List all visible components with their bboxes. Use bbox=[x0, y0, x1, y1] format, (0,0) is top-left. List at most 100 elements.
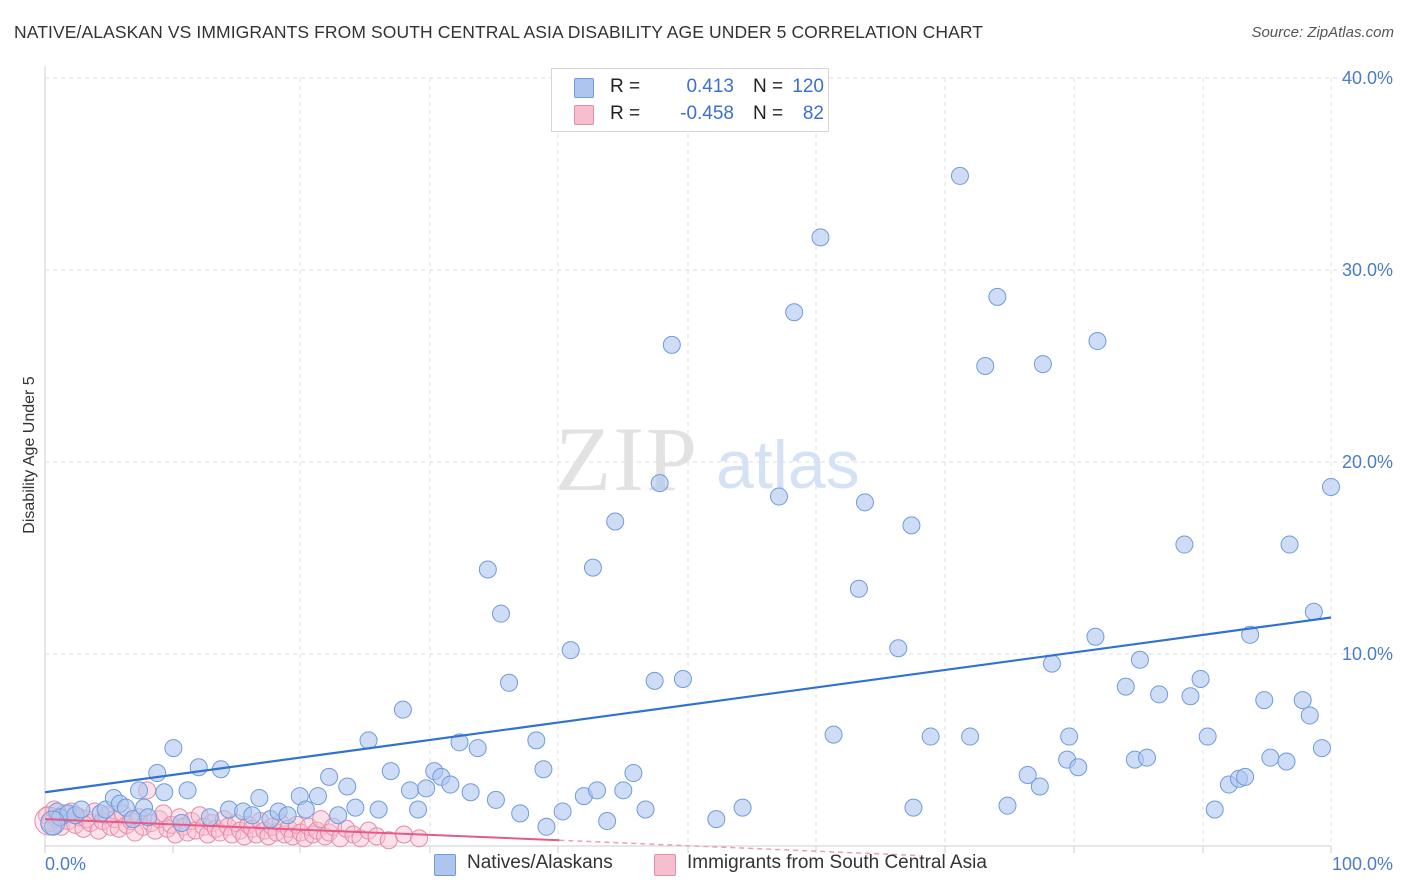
legend-swatch-immigrants bbox=[574, 105, 594, 125]
natives-point bbox=[614, 781, 633, 800]
natives-point bbox=[164, 739, 183, 758]
natives-point bbox=[707, 810, 726, 829]
chart-title: NATIVE/ALASKAN VS IMMIGRANTS FROM SOUTH … bbox=[14, 22, 984, 42]
natives-point bbox=[308, 787, 327, 806]
natives-point bbox=[824, 725, 843, 744]
natives-point bbox=[561, 641, 580, 660]
natives-point bbox=[733, 798, 752, 817]
natives-point bbox=[1137, 748, 1156, 767]
natives-point bbox=[1191, 669, 1210, 688]
natives-point bbox=[662, 335, 681, 354]
natives-point bbox=[1069, 758, 1088, 777]
natives-point bbox=[588, 781, 607, 800]
natives-point bbox=[296, 800, 315, 819]
natives-point bbox=[450, 733, 469, 752]
natives-point bbox=[72, 800, 91, 819]
immigrants-point bbox=[410, 829, 429, 848]
natives-point bbox=[1088, 332, 1107, 351]
natives-point bbox=[359, 731, 378, 750]
natives-point bbox=[417, 779, 436, 798]
natives-point bbox=[461, 783, 480, 802]
natives-point bbox=[486, 790, 505, 809]
natives-point bbox=[139, 808, 158, 827]
y-axis-label: Disability Age Under 5 bbox=[21, 376, 38, 534]
natives-point bbox=[988, 287, 1007, 306]
natives-point bbox=[1018, 765, 1037, 784]
legend-r-label: R = bbox=[610, 76, 641, 97]
natives-point bbox=[155, 783, 174, 802]
legend-n-label: N = bbox=[753, 76, 784, 97]
natives-point bbox=[1042, 654, 1061, 673]
natives-point bbox=[1205, 800, 1224, 819]
natives-point bbox=[598, 812, 617, 831]
natives-point bbox=[1130, 650, 1149, 669]
correlation-legend: R = 0.413 N = 120 R = -0.458 N = 82 bbox=[551, 68, 829, 132]
natives-point bbox=[320, 767, 339, 786]
natives-point bbox=[645, 671, 664, 690]
natives-point bbox=[998, 796, 1017, 815]
natives-point bbox=[500, 673, 519, 692]
natives-point bbox=[1300, 706, 1319, 725]
natives-point bbox=[976, 357, 995, 375]
natives-point bbox=[1241, 625, 1260, 644]
natives-point bbox=[338, 777, 357, 796]
natives-point bbox=[1293, 691, 1312, 710]
natives-point bbox=[243, 806, 262, 825]
bottom-legend-swatch-natives bbox=[434, 854, 456, 876]
immigrants-point bbox=[337, 819, 356, 838]
legend-swatch-natives bbox=[574, 78, 594, 98]
bottom-legend-label-immigrants: Immigrants from South Central Asia bbox=[687, 852, 987, 873]
natives-point bbox=[1255, 691, 1274, 710]
natives-point bbox=[785, 303, 804, 322]
natives-point bbox=[961, 727, 980, 746]
source-credit: Source: ZipAtlas.com bbox=[1251, 24, 1394, 41]
natives-point bbox=[1198, 727, 1217, 746]
natives-point bbox=[40, 810, 66, 836]
natives-point bbox=[904, 798, 923, 817]
natives-point bbox=[1304, 602, 1323, 621]
x-tick-label: 100.0% bbox=[1332, 854, 1393, 874]
natives-point bbox=[491, 604, 510, 623]
natives-point bbox=[1261, 748, 1280, 767]
natives-point bbox=[250, 789, 269, 807]
series-natives-points bbox=[40, 166, 1340, 836]
natives-point bbox=[148, 764, 167, 783]
natives-point bbox=[624, 764, 643, 783]
natives-point bbox=[1181, 687, 1200, 706]
natives-point bbox=[811, 228, 830, 247]
natives-point bbox=[400, 781, 419, 800]
legend-n-value: 82 bbox=[802, 103, 824, 124]
natives-point bbox=[1033, 355, 1052, 374]
natives-point bbox=[921, 727, 940, 746]
natives-point bbox=[553, 802, 572, 821]
natives-point bbox=[537, 817, 556, 836]
natives-point bbox=[1280, 535, 1299, 554]
y-tick-label: 30.0% bbox=[1342, 260, 1393, 280]
natives-point bbox=[889, 639, 908, 658]
trend-lines bbox=[44, 616, 1332, 857]
natives-point bbox=[329, 806, 348, 825]
natives-point bbox=[172, 813, 191, 832]
natives-point bbox=[950, 166, 969, 185]
legend-r-value: -0.458 bbox=[680, 103, 734, 124]
natives-point bbox=[606, 512, 625, 531]
natives-point bbox=[855, 493, 874, 512]
bottom-legend-label-natives: Natives/Alaskans bbox=[467, 852, 613, 873]
natives-point bbox=[478, 560, 497, 579]
natives-point bbox=[200, 808, 219, 827]
natives-point bbox=[769, 487, 788, 506]
natives-point bbox=[511, 804, 530, 823]
natives-point bbox=[1116, 677, 1135, 696]
natives-point bbox=[1086, 627, 1105, 646]
natives-point bbox=[673, 669, 692, 688]
natives-point bbox=[381, 762, 400, 781]
bottom-legend-swatch-immigrants bbox=[654, 854, 676, 876]
natives-point bbox=[583, 558, 602, 577]
natives-point bbox=[1150, 685, 1169, 704]
natives-point bbox=[130, 781, 149, 800]
legend-r-label: R = bbox=[610, 103, 641, 124]
x-tick-labels: 0.0% 100.0% bbox=[45, 854, 1393, 874]
natives-point bbox=[534, 760, 553, 779]
natives-point bbox=[409, 800, 428, 819]
